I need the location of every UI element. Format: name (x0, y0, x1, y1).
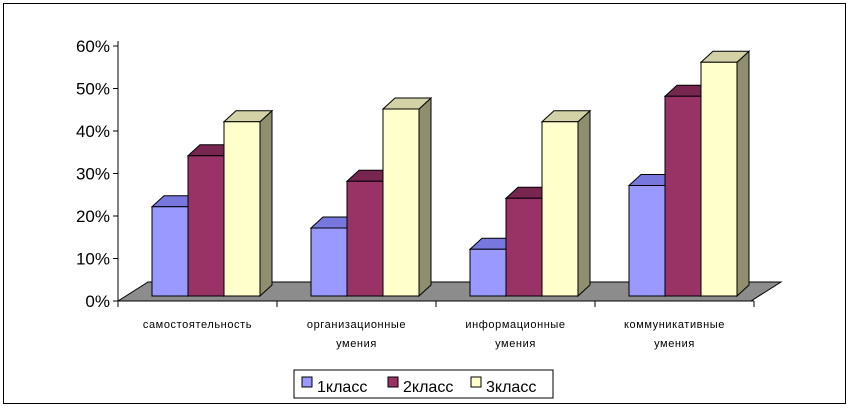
x-category-label: информационные умения (465, 319, 565, 350)
x-category-label: коммуникативные умения (624, 319, 725, 350)
legend-swatch-1класс (301, 376, 313, 388)
x-axis-labels: самостоятельность организационные уменияин… (117, 300, 755, 350)
bar-3класс-1 (222, 109, 274, 298)
x-category-label-line: умения (336, 338, 377, 350)
legend-label-1класс: 1класс (317, 379, 367, 396)
bar-front-face (310, 227, 348, 297)
bar-front-face (628, 185, 666, 297)
bar-3класс-4 (699, 50, 751, 298)
x-category-label: самостоятельность (143, 319, 252, 331)
x-category-label-line: организационные (307, 319, 406, 331)
bar-side-face (418, 96, 432, 298)
legend-box (293, 369, 554, 399)
bar-side-face (577, 109, 591, 298)
bar-front-face (382, 108, 420, 297)
bar-3класс-3 (540, 109, 592, 298)
x-category-label-line: самостоятельность (143, 319, 252, 331)
bar-front-face (505, 197, 543, 297)
bar-front-face (151, 206, 189, 297)
y-axis: 0% 10% 20% 30% 40% 50% 60% (76, 37, 119, 311)
legend-swatch-3класс (470, 376, 482, 388)
bar-side-face (736, 50, 750, 298)
bar-front-face (223, 121, 261, 297)
bar-3класс-2 (381, 96, 433, 298)
y-tick-label: 0% (85, 292, 110, 311)
y-tick-label: 10% (76, 250, 110, 269)
bar-front-face (700, 61, 738, 297)
bar-front-face (346, 180, 384, 297)
bar-front-face (541, 121, 579, 297)
bars-layer (150, 50, 751, 298)
x-category-label: организационные умения (307, 319, 406, 350)
x-category-label-line: умения (654, 338, 695, 350)
legend-label-2класс: 2класс (403, 379, 453, 396)
x-category-label-line: коммуникативные (624, 319, 725, 331)
legend: 1класс 2класс 3класс (293, 369, 554, 399)
bar-front-face (469, 248, 507, 297)
bar-front-face (664, 95, 702, 297)
y-tick-label: 30% (76, 165, 110, 184)
bar-side-face (259, 109, 273, 298)
legend-label-3класс: 3класс (486, 379, 536, 396)
bar-front-face (187, 155, 225, 297)
y-tick-label: 60% (76, 37, 110, 56)
y-tick-label: 40% (76, 122, 110, 141)
legend-swatch-2класс (387, 376, 399, 388)
y-tick-label: 20% (76, 207, 110, 226)
y-tick-label: 50% (76, 80, 110, 99)
x-category-label-line: умения (495, 338, 536, 350)
x-category-label-line: информационные (465, 319, 565, 331)
